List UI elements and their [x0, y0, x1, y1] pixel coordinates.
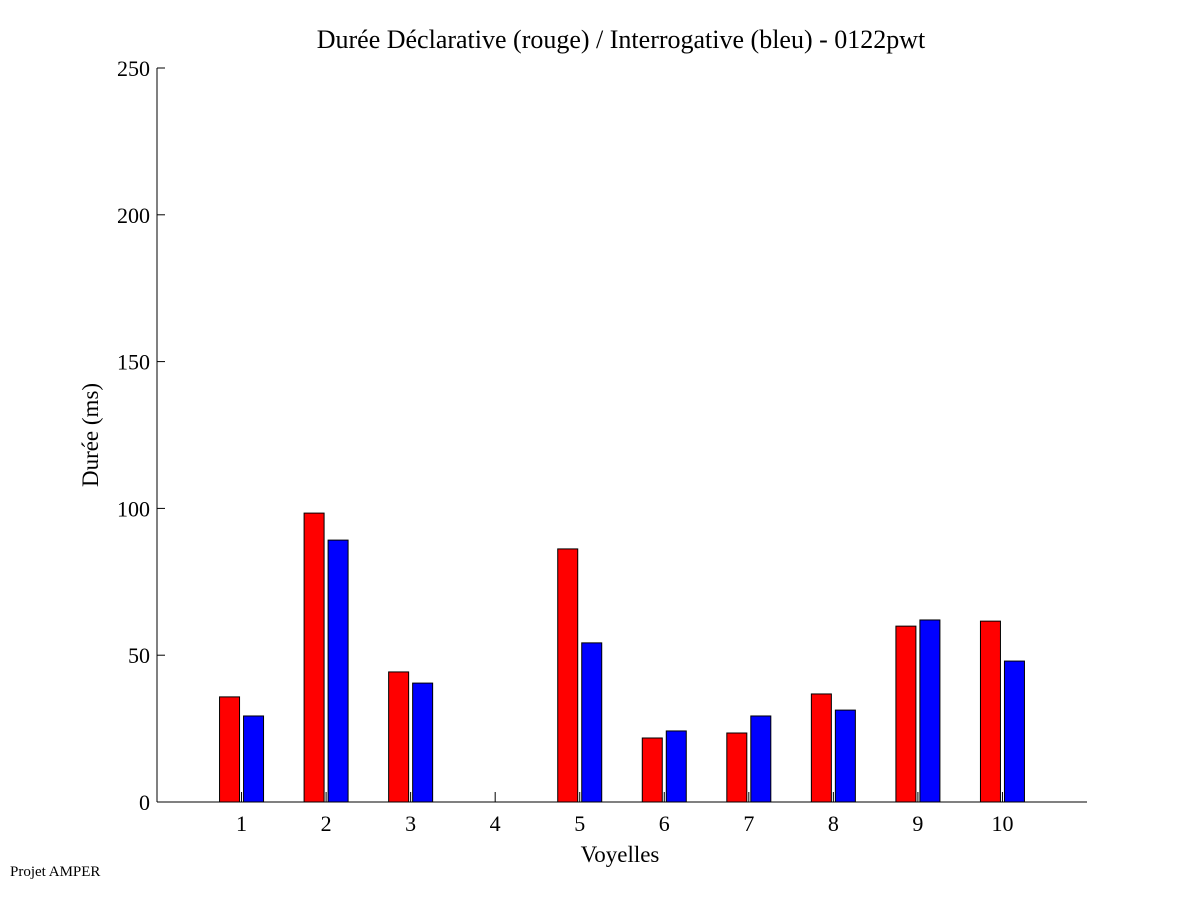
footer-credit: Projet AMPER	[10, 864, 101, 880]
y-tick-label: 100	[117, 496, 150, 521]
bar-blue-7	[750, 715, 772, 803]
bar-red-8	[810, 693, 832, 803]
y-tick-label: 200	[117, 203, 150, 228]
bar-blue-9	[919, 619, 941, 803]
x-tick-label: 8	[828, 811, 839, 836]
bar-red-5	[557, 548, 579, 803]
bar-red-6	[641, 737, 663, 803]
bar-red-9	[895, 625, 917, 803]
bar-red-10	[979, 620, 1001, 803]
y-tick-label: 50	[128, 643, 150, 668]
bar-blue-8	[834, 709, 856, 803]
bar-red-3	[388, 671, 410, 803]
bar-red-7	[726, 732, 748, 803]
x-tick-label: 9	[912, 811, 923, 836]
bar-blue-10	[1003, 660, 1025, 803]
x-tick-label: 4	[490, 811, 501, 836]
x-tick-label: 3	[405, 811, 416, 836]
x-tick-label: 6	[659, 811, 670, 836]
x-tick-label: 7	[743, 811, 754, 836]
x-tick-label: 1	[236, 811, 247, 836]
y-axis-label: Durée (ms)	[78, 383, 103, 487]
x-tick-label: 5	[574, 811, 585, 836]
bar-red-1	[219, 696, 241, 803]
y-tick-label: 150	[117, 350, 150, 375]
y-tick-label: 0	[139, 790, 150, 815]
bar-blue-6	[665, 730, 687, 803]
x-tick-label: 10	[991, 811, 1013, 836]
y-tick-label: 250	[117, 56, 150, 81]
bar-blue-5	[581, 642, 603, 803]
x-tick-label: 2	[321, 811, 332, 836]
chart-title: Durée Déclarative (rouge) / Interrogativ…	[317, 25, 926, 54]
bar-blue-3	[412, 682, 434, 803]
bar-blue-1	[243, 715, 265, 803]
x-axis-label: Voyelles	[581, 842, 660, 867]
bar-blue-2	[327, 539, 349, 803]
bar-red-2	[303, 512, 325, 803]
